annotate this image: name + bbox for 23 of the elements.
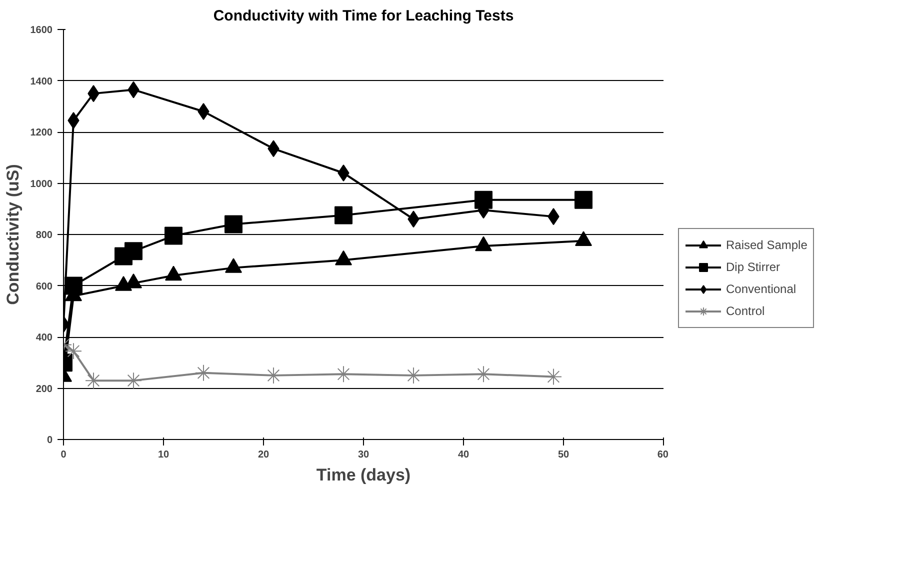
y-tick-label: 1400 bbox=[30, 76, 53, 88]
y-tick-label: 600 bbox=[36, 281, 53, 292]
y-tick-label: 1600 bbox=[30, 25, 53, 36]
x-tick-label: 20 bbox=[258, 450, 270, 460]
y-tick-label: 1200 bbox=[30, 128, 53, 138]
x-tick-label: 50 bbox=[558, 450, 570, 460]
y-tick-label: 800 bbox=[36, 230, 53, 241]
x-tick-label: 10 bbox=[158, 450, 170, 460]
legend-label: Conventional bbox=[726, 282, 796, 296]
x-tick-label: 0 bbox=[60, 450, 67, 460]
legend-label: Control bbox=[726, 304, 765, 318]
y-tick-label: 0 bbox=[46, 435, 53, 446]
y-axis-title: Conductivity (uS) bbox=[3, 164, 22, 305]
chart-title: Conductivity with Time for Leaching Tests bbox=[213, 8, 514, 24]
x-tick-label: 30 bbox=[358, 450, 370, 460]
legend-label: Dip Stirrer bbox=[726, 260, 780, 274]
legend-label: Raised Sample bbox=[726, 238, 808, 252]
y-tick-label: 400 bbox=[36, 332, 53, 344]
y-tick-label: 1000 bbox=[30, 178, 53, 190]
x-axis-title: Time (days) bbox=[316, 466, 411, 484]
x-tick-label: 40 bbox=[458, 450, 470, 460]
y-tick-label: 200 bbox=[36, 384, 53, 395]
x-tick-label: 60 bbox=[657, 450, 669, 460]
